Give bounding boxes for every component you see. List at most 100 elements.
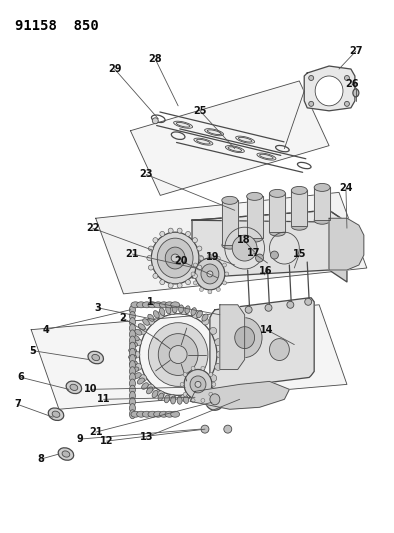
Text: 25: 25 bbox=[193, 106, 207, 116]
Ellipse shape bbox=[169, 394, 176, 401]
Polygon shape bbox=[192, 211, 329, 278]
Ellipse shape bbox=[147, 384, 154, 391]
Ellipse shape bbox=[157, 391, 164, 398]
Ellipse shape bbox=[130, 403, 136, 413]
Ellipse shape bbox=[177, 228, 182, 233]
Ellipse shape bbox=[223, 281, 227, 285]
Ellipse shape bbox=[192, 311, 199, 318]
Ellipse shape bbox=[208, 254, 212, 258]
Ellipse shape bbox=[216, 351, 223, 358]
Ellipse shape bbox=[270, 251, 279, 259]
Ellipse shape bbox=[48, 408, 64, 421]
Ellipse shape bbox=[135, 364, 141, 370]
Polygon shape bbox=[291, 190, 307, 226]
Text: 21: 21 bbox=[89, 427, 102, 437]
Ellipse shape bbox=[201, 425, 209, 433]
Ellipse shape bbox=[192, 238, 197, 243]
Ellipse shape bbox=[158, 334, 198, 375]
Ellipse shape bbox=[265, 304, 272, 311]
Ellipse shape bbox=[199, 255, 203, 261]
Ellipse shape bbox=[225, 146, 244, 152]
Ellipse shape bbox=[195, 382, 201, 387]
Ellipse shape bbox=[205, 389, 225, 410]
Ellipse shape bbox=[168, 228, 173, 233]
Ellipse shape bbox=[183, 392, 187, 397]
Ellipse shape bbox=[142, 302, 151, 308]
Ellipse shape bbox=[180, 308, 188, 314]
Polygon shape bbox=[31, 305, 347, 409]
Ellipse shape bbox=[204, 128, 224, 136]
Ellipse shape bbox=[130, 324, 136, 333]
Ellipse shape bbox=[130, 342, 136, 351]
Ellipse shape bbox=[287, 301, 294, 308]
Text: 19: 19 bbox=[206, 252, 219, 262]
Polygon shape bbox=[192, 211, 347, 222]
Text: 20: 20 bbox=[175, 256, 188, 266]
Ellipse shape bbox=[291, 222, 307, 230]
Text: 26: 26 bbox=[345, 79, 359, 89]
Ellipse shape bbox=[174, 121, 193, 128]
Ellipse shape bbox=[225, 272, 229, 276]
Ellipse shape bbox=[247, 234, 262, 242]
Ellipse shape bbox=[130, 391, 136, 400]
Ellipse shape bbox=[201, 399, 205, 402]
Text: 21: 21 bbox=[126, 249, 139, 259]
Ellipse shape bbox=[210, 327, 217, 334]
Ellipse shape bbox=[130, 354, 136, 364]
Ellipse shape bbox=[139, 327, 147, 334]
Text: 24: 24 bbox=[339, 183, 353, 193]
Ellipse shape bbox=[171, 254, 179, 262]
Ellipse shape bbox=[130, 379, 136, 388]
Ellipse shape bbox=[58, 448, 74, 461]
Text: 3: 3 bbox=[94, 303, 101, 313]
Ellipse shape bbox=[190, 376, 206, 393]
Ellipse shape bbox=[157, 311, 164, 318]
Ellipse shape bbox=[130, 305, 136, 314]
Ellipse shape bbox=[147, 318, 154, 325]
Ellipse shape bbox=[130, 398, 136, 407]
Polygon shape bbox=[220, 305, 245, 369]
Ellipse shape bbox=[66, 381, 82, 393]
Ellipse shape bbox=[197, 246, 202, 251]
Ellipse shape bbox=[160, 231, 165, 237]
Ellipse shape bbox=[152, 118, 158, 124]
Ellipse shape bbox=[130, 318, 136, 327]
Ellipse shape bbox=[131, 302, 140, 308]
Ellipse shape bbox=[199, 256, 203, 261]
Ellipse shape bbox=[180, 382, 184, 386]
Text: 13: 13 bbox=[139, 432, 153, 442]
Ellipse shape bbox=[215, 339, 221, 346]
Ellipse shape bbox=[192, 273, 197, 278]
Polygon shape bbox=[222, 200, 238, 245]
Ellipse shape bbox=[210, 394, 220, 405]
Text: 23: 23 bbox=[139, 169, 153, 180]
Ellipse shape bbox=[180, 394, 188, 401]
Ellipse shape bbox=[129, 361, 137, 366]
Text: 22: 22 bbox=[86, 223, 100, 233]
Ellipse shape bbox=[191, 399, 195, 402]
Ellipse shape bbox=[314, 216, 330, 224]
Ellipse shape bbox=[138, 378, 145, 384]
Ellipse shape bbox=[134, 373, 141, 378]
Ellipse shape bbox=[132, 335, 139, 341]
Polygon shape bbox=[304, 66, 355, 111]
Ellipse shape bbox=[291, 187, 307, 195]
Ellipse shape bbox=[62, 451, 70, 457]
Ellipse shape bbox=[157, 238, 193, 278]
Ellipse shape bbox=[212, 382, 216, 386]
Ellipse shape bbox=[129, 348, 137, 353]
Ellipse shape bbox=[141, 383, 148, 389]
Text: 7: 7 bbox=[14, 399, 20, 409]
Ellipse shape bbox=[153, 238, 158, 243]
Ellipse shape bbox=[165, 302, 174, 308]
Ellipse shape bbox=[135, 329, 142, 335]
Ellipse shape bbox=[143, 319, 149, 325]
Ellipse shape bbox=[177, 283, 182, 288]
Ellipse shape bbox=[88, 351, 104, 364]
Ellipse shape bbox=[148, 411, 157, 417]
Ellipse shape bbox=[131, 411, 140, 417]
Ellipse shape bbox=[224, 425, 232, 433]
Text: 17: 17 bbox=[247, 248, 260, 258]
Ellipse shape bbox=[210, 375, 217, 382]
Ellipse shape bbox=[186, 280, 191, 285]
